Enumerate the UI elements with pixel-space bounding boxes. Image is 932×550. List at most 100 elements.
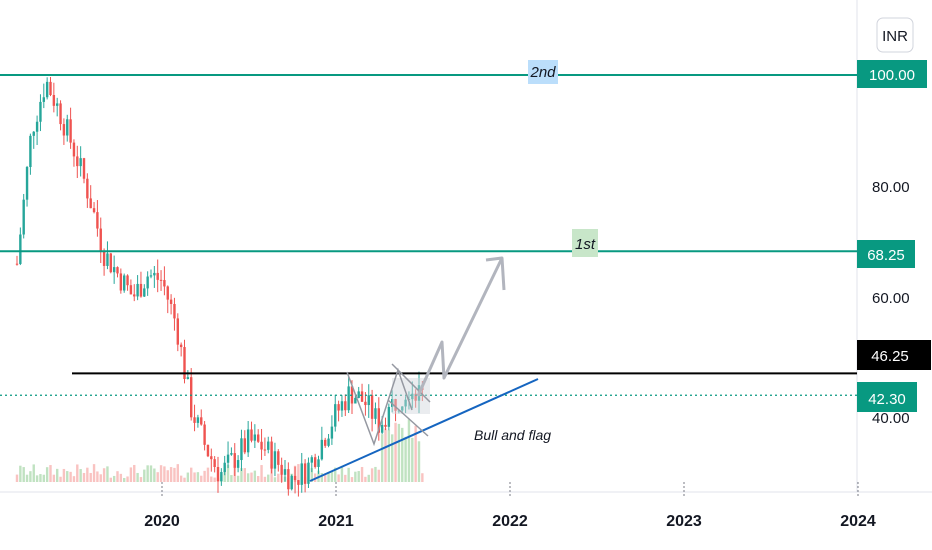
- volume-bar: [193, 472, 196, 482]
- volume-bar: [273, 477, 277, 482]
- pole-zigzag: [346, 367, 413, 447]
- volume-bar: [404, 436, 407, 482]
- volume-bar: [56, 468, 59, 482]
- candle-body: [82, 158, 86, 179]
- volume-bar: [347, 467, 350, 482]
- candle-body: [153, 272, 156, 276]
- projection-arrow: [416, 257, 504, 397]
- candle-body: [15, 263, 19, 265]
- candle-body: [183, 347, 186, 380]
- candle-body: [163, 280, 166, 287]
- candle-body: [243, 438, 246, 453]
- candle-body: [216, 467, 220, 482]
- x-tick-label: 2022: [492, 513, 528, 530]
- tag-1st: 1st: [575, 236, 596, 253]
- candle-body: [317, 459, 320, 467]
- volume-bar: [45, 467, 49, 482]
- volume-bar: [52, 474, 56, 482]
- candle-body: [253, 434, 257, 441]
- candle-body: [146, 276, 149, 289]
- volume-bar: [250, 472, 253, 482]
- candle-body: [380, 424, 384, 433]
- candle-body: [116, 267, 119, 274]
- candle-body: [260, 441, 263, 450]
- candle-body: [290, 475, 293, 490]
- volume-bar: [129, 467, 133, 482]
- candle-body: [210, 456, 213, 460]
- currency-badge[interactable]: INR: [882, 28, 908, 45]
- candle-body: [62, 124, 66, 136]
- volume-bar: [49, 465, 52, 482]
- volume-bar: [344, 474, 347, 482]
- volume-bar: [32, 464, 35, 482]
- candle-body: [193, 417, 196, 423]
- volume-bar: [42, 474, 45, 482]
- volume-bar: [263, 476, 267, 482]
- candle-body: [49, 81, 52, 95]
- volume-bar: [401, 427, 404, 482]
- volume-bar: [340, 465, 344, 482]
- volume-bar: [226, 464, 230, 482]
- volume-bar: [374, 466, 377, 482]
- price-label-46-bg: [857, 340, 931, 370]
- volume-bar: [354, 471, 357, 482]
- candle-body: [327, 438, 330, 446]
- volume-bar: [19, 465, 22, 482]
- volume-bar: [149, 465, 153, 482]
- volume-bar: [29, 471, 32, 482]
- candle-body: [220, 472, 223, 482]
- volume-bar: [79, 469, 82, 482]
- candle-body: [186, 377, 190, 380]
- candle-body: [190, 377, 193, 418]
- volume-bar: [183, 477, 186, 482]
- volume-bar: [99, 474, 102, 482]
- volume-bar: [243, 468, 246, 482]
- trendline[interactable]: [309, 378, 539, 482]
- volume-bar: [257, 476, 260, 482]
- candle-body: [119, 273, 123, 291]
- candle-body: [106, 253, 109, 266]
- candle-body: [250, 429, 253, 441]
- volume-bar: [206, 467, 210, 482]
- volume-bar: [246, 473, 250, 482]
- volume-bar: [350, 477, 354, 482]
- price-label-42: 42.30: [868, 391, 906, 408]
- candle-body: [233, 453, 236, 468]
- candle-body: [89, 198, 92, 209]
- tag-1st-bg: [572, 229, 598, 257]
- candle-body: [414, 393, 417, 401]
- volume-bar: [421, 473, 424, 482]
- x-tick-label: 2024: [840, 513, 876, 530]
- volume-bar: [417, 441, 421, 482]
- volume-bar: [377, 469, 380, 482]
- candle-body: [166, 286, 169, 300]
- candle-body: [384, 424, 387, 427]
- volume-bar: [139, 477, 143, 482]
- price-label-68-bg: [857, 240, 915, 268]
- volume-bar: [213, 477, 216, 482]
- candle-body: [45, 81, 49, 98]
- volume-bar: [163, 466, 166, 482]
- candle-body: [364, 401, 367, 406]
- candle-body: [66, 119, 69, 136]
- price-label-68: 68.25: [867, 247, 905, 264]
- candle-body: [25, 167, 29, 200]
- volume-bar: [39, 474, 42, 482]
- candle-body: [230, 453, 233, 455]
- volume-bar: [133, 464, 136, 482]
- volume-bar: [387, 429, 391, 482]
- year-gridlines: [161, 482, 859, 498]
- candle-body: [280, 464, 283, 475]
- candle-body: [340, 401, 344, 411]
- volume-bar: [190, 467, 193, 482]
- volume-bar: [327, 472, 330, 482]
- volume-bar: [223, 469, 226, 482]
- volume-bar: [334, 467, 337, 482]
- candle-body: [303, 463, 307, 484]
- candle-body: [59, 103, 62, 125]
- volume-bar: [166, 470, 169, 482]
- currency-badge-bg[interactable]: [876, 17, 914, 53]
- volume-bar: [267, 474, 270, 482]
- volume-bar: [407, 419, 411, 482]
